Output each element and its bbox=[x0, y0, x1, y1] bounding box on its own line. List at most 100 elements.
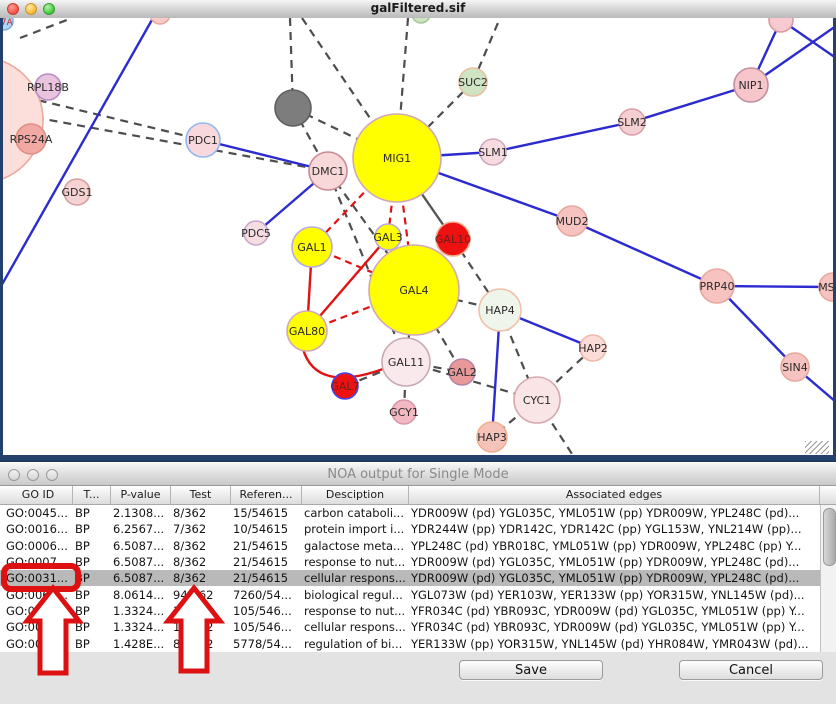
node-GDS1[interactable] bbox=[63, 178, 91, 206]
node-MSL1[interactable] bbox=[818, 272, 833, 302]
table-cell: 105/546... bbox=[233, 620, 292, 635]
node-CYC1[interactable] bbox=[513, 376, 561, 424]
node-PRP40[interactable] bbox=[699, 268, 735, 304]
table-row[interactable]: GO:0065... BP 8.0614... 94/362 7260/54... bio… bbox=[0, 586, 820, 602]
table-cell: response to nut... bbox=[304, 603, 406, 618]
node-label-DMC1: DMC1 bbox=[312, 165, 345, 178]
table-cell: response to nut... bbox=[304, 555, 406, 570]
resize-grip[interactable] bbox=[805, 441, 829, 454]
noa-close-button[interactable] bbox=[8, 469, 20, 481]
table-cell: BP bbox=[75, 506, 90, 521]
node-label-RPS24A: RPS24A bbox=[10, 133, 53, 146]
node-label-GAL3: GAL3 bbox=[373, 231, 402, 244]
node-DMC1[interactable] bbox=[308, 151, 348, 191]
node-clip-topleft[interactable] bbox=[3, 18, 14, 31]
network-edge bbox=[202, 138, 329, 173]
node-GAL2[interactable] bbox=[448, 358, 476, 386]
table-row[interactable]: GO:0016... BP 6.2567... 7/362 10/54615 protei… bbox=[0, 521, 820, 537]
node-SUC2[interactable] bbox=[458, 67, 488, 97]
node-label-NIP1: NIP1 bbox=[738, 79, 763, 92]
table-cell: galactose meta... bbox=[304, 538, 404, 553]
node-clip-top-green[interactable] bbox=[412, 18, 430, 24]
table-cell: GO:0006... bbox=[6, 538, 68, 553]
network-edge bbox=[292, 107, 398, 159]
column-header-4[interactable]: Referen... bbox=[231, 486, 302, 504]
network-canvas[interactable]: 17A RPL18B RPS24A GDS1 PDC1 DMC1 MIG1 PDC5 SUC2 S… bbox=[0, 18, 836, 455]
column-header-5[interactable]: Desciption bbox=[302, 486, 409, 504]
table-row[interactable]: GO:0031... BP 1.3324... 11/362 105/546... cel… bbox=[0, 619, 820, 635]
node-label-GAL4: GAL4 bbox=[399, 284, 428, 297]
table-cell: 21/54615 bbox=[233, 555, 289, 570]
table-cell: GO:0031... bbox=[6, 620, 68, 635]
scrollbar-thumb[interactable] bbox=[823, 508, 836, 566]
column-header-6[interactable]: Associated edges bbox=[409, 486, 820, 504]
table-cell: 21/54615 bbox=[233, 538, 289, 553]
node-GAL80[interactable] bbox=[286, 310, 328, 352]
table-cell: 21/54615 bbox=[233, 571, 289, 586]
save-button[interactable]: Save bbox=[459, 660, 603, 680]
table-cell: BP bbox=[75, 587, 90, 602]
noa-zoom-button[interactable] bbox=[46, 469, 58, 481]
node-GAL3[interactable] bbox=[374, 223, 402, 251]
table-cell: YFR034C (pd) YBR093C, YDR009W (pd) YGL03… bbox=[411, 620, 805, 635]
node-HAP2[interactable] bbox=[579, 334, 607, 362]
table-row[interactable]: GO:0006... BP 6.5087... 8/362 21/54615 galact… bbox=[0, 538, 820, 554]
cancel-button[interactable]: Cancel bbox=[679, 660, 823, 680]
node-label-HAP3: HAP3 bbox=[477, 431, 506, 444]
zoom-button[interactable] bbox=[43, 3, 55, 15]
node-SIN4[interactable] bbox=[780, 352, 810, 382]
node-MIG1[interactable] bbox=[352, 113, 442, 203]
noa-window-titlebar: NOA output for Single Mode bbox=[0, 462, 836, 486]
table-row[interactable]: GO:0031... BP 6.5087... 8/362 21/54615 cellul… bbox=[0, 570, 820, 587]
network-edge bbox=[327, 170, 415, 291]
table-cell: YGL073W (pd) YER103W, YER133W (pp) YOR31… bbox=[411, 587, 805, 602]
node-HAP4[interactable] bbox=[478, 288, 522, 332]
table-row[interactable]: GO:0050... BP 1.428E... 80/362 5778/54... reg… bbox=[0, 635, 820, 651]
network-edge bbox=[716, 284, 832, 289]
network-edge bbox=[3, 18, 155, 286]
node-HAP3[interactable] bbox=[476, 421, 508, 453]
node-SLM2[interactable] bbox=[618, 108, 646, 136]
node-GAL11[interactable] bbox=[381, 337, 431, 387]
network-edge bbox=[24, 95, 204, 142]
column-header-2[interactable]: P-value bbox=[111, 486, 171, 504]
close-button[interactable] bbox=[7, 3, 19, 15]
node-label-GCY1: GCY1 bbox=[389, 406, 419, 419]
node-RPS24A[interactable] bbox=[15, 123, 47, 155]
node-label-PDC1: PDC1 bbox=[188, 134, 218, 147]
node-MUD2[interactable] bbox=[556, 205, 588, 237]
node-label-SLM1: SLM1 bbox=[478, 146, 508, 159]
table-cell: 2.1308... bbox=[113, 506, 165, 521]
node-PDC1[interactable] bbox=[185, 122, 221, 158]
node-GAL7[interactable] bbox=[331, 372, 359, 400]
noa-minimize-button[interactable] bbox=[27, 469, 39, 481]
node-GAL1[interactable] bbox=[291, 226, 333, 268]
node-clip-top-right[interactable] bbox=[768, 18, 794, 33]
node-PDC5[interactable] bbox=[243, 220, 269, 246]
table-cell: 8/362 bbox=[173, 571, 207, 586]
table-row[interactable]: GO:0007... BP 6.5087... 8/362 21/54615 respon… bbox=[0, 554, 820, 570]
column-header-0[interactable]: GO ID bbox=[4, 486, 73, 504]
node-SLM1[interactable] bbox=[479, 138, 507, 166]
table-row[interactable]: GO:0045... BP 2.1308... 8/362 15/54615 carbon… bbox=[0, 505, 820, 521]
node-gray-node[interactable] bbox=[274, 89, 312, 127]
node-RPL18B[interactable] bbox=[34, 73, 62, 101]
table-row[interactable]: GO:0031... BP 1.3324... 11/362 105/546... res… bbox=[0, 603, 820, 619]
node-GCY1[interactable] bbox=[391, 399, 417, 425]
minimize-button[interactable] bbox=[25, 3, 37, 15]
node-GAL10[interactable] bbox=[435, 221, 471, 257]
table-cell: 15/54615 bbox=[233, 506, 289, 521]
table-cell: 6.5087... bbox=[113, 571, 165, 586]
node-GAL4[interactable] bbox=[368, 244, 460, 336]
node-NIP1[interactable] bbox=[733, 67, 769, 103]
network-edge bbox=[631, 83, 752, 124]
node-clip-top-mid[interactable] bbox=[149, 18, 171, 25]
node-label-GAL10: GAL10 bbox=[435, 233, 471, 246]
column-header-3[interactable]: Test bbox=[171, 486, 231, 504]
node-big-left[interactable] bbox=[3, 57, 44, 183]
node-label-SUC2: SUC2 bbox=[458, 76, 488, 89]
node-label-MUD2: MUD2 bbox=[555, 215, 588, 228]
table-cell: cellular respons... bbox=[304, 571, 406, 586]
table-scrollbar[interactable] bbox=[820, 505, 836, 652]
column-header-1[interactable]: T... bbox=[73, 486, 111, 504]
